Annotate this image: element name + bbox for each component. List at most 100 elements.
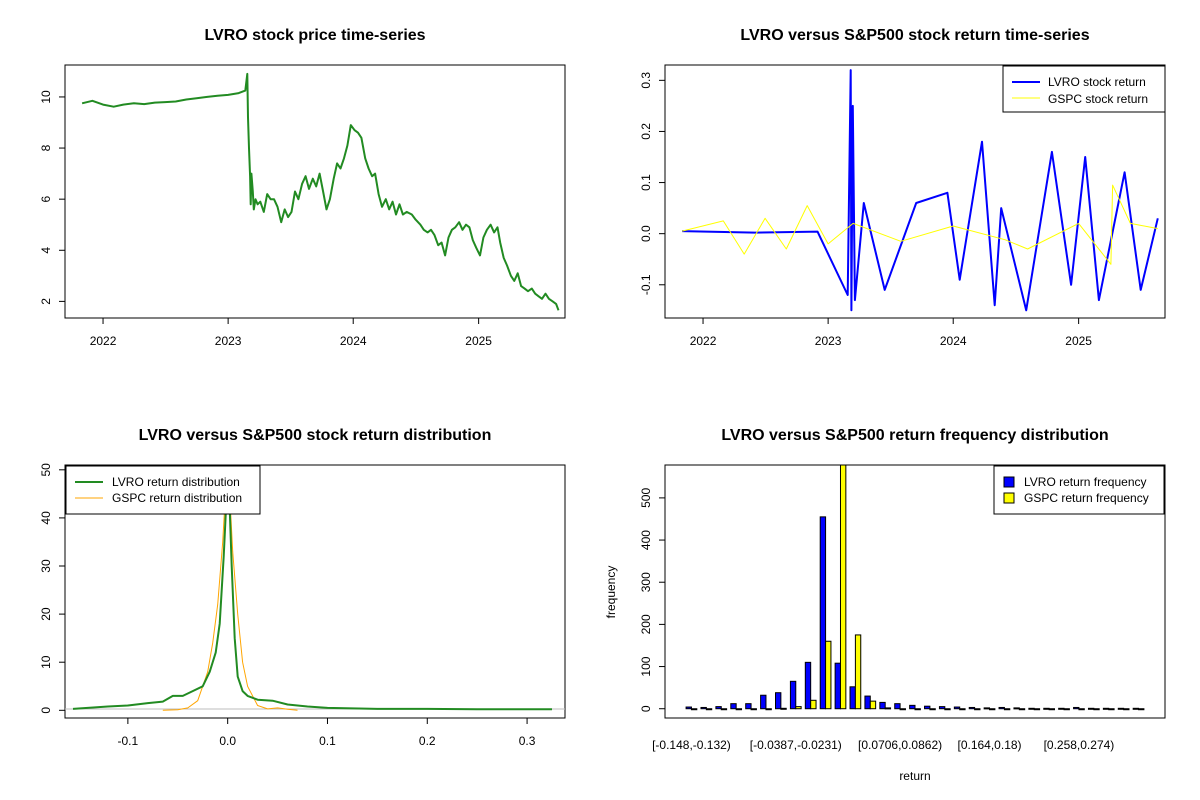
legend-swatch-gspc [1003, 492, 1015, 504]
lvro-bar [1102, 707, 1110, 710]
y-tick-label: 50 [39, 463, 53, 477]
lvro-bar [879, 701, 886, 710]
x-tick-label: 0.3 [519, 734, 536, 748]
x-tick-label: 2024 [940, 334, 967, 348]
plot-box [64, 464, 566, 719]
price-panel: LVRO stock price time-series 2022 2023 202… [39, 27, 566, 348]
x-axis: -0.1 0.0 0.1 0.2 0.3 [118, 718, 536, 748]
gspc-bar [720, 708, 728, 711]
gspc-bar [1033, 708, 1041, 711]
gspc-bar [825, 640, 832, 710]
legend-label-gspc: GSPC stock return [1048, 92, 1148, 106]
x-tick-label: [0.164,0.18) [957, 738, 1021, 752]
gspc-bar [1138, 708, 1145, 711]
y-tick-label: 20 [39, 607, 53, 621]
lvro-bar [983, 707, 991, 710]
gspc-bar [1018, 708, 1026, 711]
x-tick-label: 2022 [90, 334, 117, 348]
price-series [81, 72, 560, 311]
y-tick-label: -0.1 [639, 274, 653, 295]
y-tick-label: 30 [39, 559, 53, 573]
y-tick-label: 300 [639, 572, 653, 592]
x-tick-label: -0.1 [118, 734, 139, 748]
gspc-bar [839, 464, 847, 710]
gspc-bar [735, 708, 743, 711]
gspc-bar [1003, 708, 1011, 711]
lvro-bar [834, 662, 841, 710]
legend: LVRO return distribution GSPC return dis… [65, 465, 261, 515]
gspc-bar [854, 634, 862, 710]
legend: LVRO stock return GSPC stock return [1002, 65, 1166, 113]
x-axis: 2022 2023 2024 2025 [90, 318, 492, 348]
gspc-bar [765, 708, 772, 711]
legend: LVRO return frequency GSPC return freque… [993, 465, 1165, 515]
density-panel: LVRO versus S&P500 stock return distribu… [39, 427, 566, 748]
y-tick-label: 10 [39, 90, 53, 104]
lvro-bar [685, 706, 692, 710]
y-tick-label: 8 [39, 144, 53, 151]
lvro-bar [968, 706, 976, 710]
x-tick-label: 2025 [1065, 334, 1092, 348]
return-series [681, 69, 1159, 312]
y-tick-label: 4 [39, 247, 53, 254]
histogram-bars [685, 464, 1145, 711]
lvro-return-line [682, 69, 1159, 312]
gspc-bar [1078, 708, 1085, 711]
lvro-bar [819, 516, 827, 710]
y-axis: -0.1 0.0 0.1 0.2 0.3 [639, 72, 665, 295]
y-tick-label: 2 [39, 298, 53, 305]
y-tick-label: 0.0 [639, 225, 653, 242]
y-tick-label: 6 [39, 196, 53, 203]
histogram-panel: LVRO versus S&P500 return frequency dist… [604, 427, 1166, 783]
gspc-bar [795, 706, 802, 710]
x-tick-label: 2023 [815, 334, 842, 348]
lvro-bar [789, 680, 797, 710]
gspc-bar [929, 708, 936, 711]
lvro-bar [924, 705, 931, 710]
y-axis: 0 10 20 30 40 50 [39, 463, 65, 714]
legend-label-gspc: GSPC return frequency [1024, 491, 1149, 505]
lvro-bar [849, 686, 856, 710]
y-tick-label: 500 [639, 488, 653, 508]
panel-title: LVRO versus S&P500 return frequency dist… [721, 427, 1108, 444]
lvro-bar [998, 706, 1005, 710]
lvro-bar [715, 706, 722, 710]
y-tick-label: 200 [639, 614, 653, 634]
y-tick-label: 0.2 [639, 123, 653, 140]
gspc-bar [810, 699, 817, 710]
gspc-bar [884, 707, 892, 710]
x-axis: 2022 2023 2024 2025 [690, 318, 1092, 348]
y-tick-label: 0 [639, 705, 653, 712]
y-tick-label: 0.1 [639, 174, 653, 191]
x-tick-label: 2025 [465, 334, 492, 348]
y-axis: 0 100 200 300 400 500 [639, 488, 665, 712]
gspc-bar [780, 707, 787, 710]
legend-label-lvro: LVRO return frequency [1024, 475, 1147, 489]
y-tick-label: 100 [639, 656, 653, 676]
lvro-bar [1087, 707, 1095, 710]
legend-box [65, 465, 261, 515]
plot-box [64, 64, 566, 319]
x-tick-label: 0.2 [419, 734, 436, 748]
gspc-bar [959, 708, 966, 711]
gspc-bar [750, 708, 757, 711]
x-axis: [-0.148,-0.132) [-0.0387,-0.0231) [0.0706,… [652, 738, 1114, 752]
x-tick-label: 0.1 [319, 734, 336, 748]
panel-title: LVRO versus S&P500 stock return time-ser… [740, 27, 1089, 44]
gspc-bar [899, 708, 906, 711]
gspc-bar [944, 708, 951, 711]
lvro-bar [1058, 707, 1065, 710]
gspc-bar [1108, 708, 1115, 711]
lvro-bar [894, 703, 901, 710]
lvro-bar [953, 706, 961, 710]
lvro-density-line [72, 492, 552, 711]
lvro-bar [700, 706, 707, 710]
y-tick-label: 40 [39, 511, 53, 525]
x-tick-label: [0.258,0.274) [1044, 738, 1115, 752]
gspc-bar [705, 708, 713, 711]
y-axis-label: frequency [604, 566, 618, 619]
x-tick-label: [-0.148,-0.132) [652, 738, 731, 752]
legend-label-lvro: LVRO stock return [1048, 75, 1146, 89]
lvro-bar [760, 694, 767, 710]
gspc-bar [974, 708, 981, 711]
